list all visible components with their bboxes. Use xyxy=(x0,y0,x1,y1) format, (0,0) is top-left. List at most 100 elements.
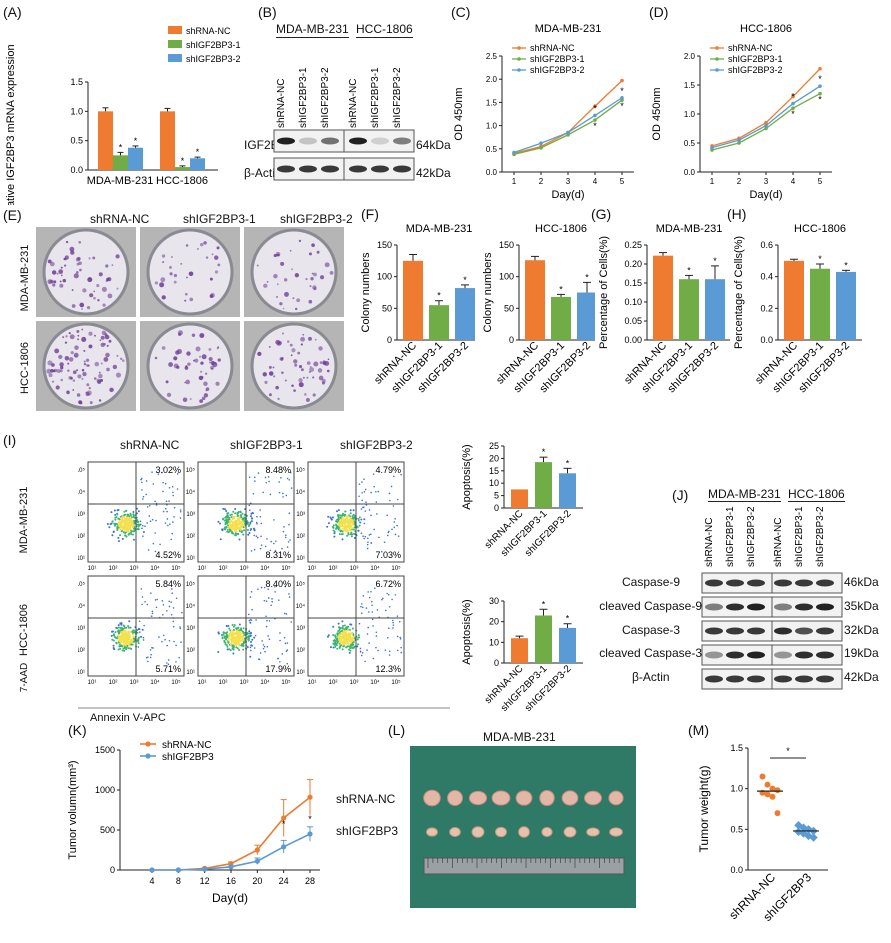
colony xyxy=(68,332,71,335)
flow-event xyxy=(132,629,135,632)
flow-event xyxy=(396,615,399,617)
flow-event xyxy=(254,634,257,637)
flow-event xyxy=(229,643,232,646)
y-tick-label: 2.5 xyxy=(486,52,498,61)
flow-event xyxy=(140,588,143,590)
flow-event xyxy=(337,622,340,625)
colony xyxy=(82,371,87,377)
flow-event xyxy=(234,532,237,535)
flow-event xyxy=(247,524,250,527)
flow-event xyxy=(371,611,374,613)
colony xyxy=(72,379,76,382)
flow-event xyxy=(224,528,227,531)
flow-event xyxy=(274,591,276,593)
flow-event xyxy=(126,637,129,640)
colony xyxy=(54,348,60,354)
flow-event xyxy=(359,521,362,524)
y-tick-label: 0.0 xyxy=(70,165,83,175)
flow-event xyxy=(239,511,242,514)
colony xyxy=(200,361,204,365)
colony xyxy=(308,336,312,341)
significance-star: * xyxy=(463,275,467,285)
flow-event xyxy=(341,538,344,541)
flow-event xyxy=(362,595,365,597)
blot-band xyxy=(393,137,411,145)
colony xyxy=(60,274,63,277)
y-decade-label: 10⁴ xyxy=(296,603,306,610)
flow-event xyxy=(127,632,130,635)
flow-event xyxy=(388,654,391,656)
flow-event xyxy=(229,649,232,652)
flow-event xyxy=(246,520,249,523)
colony xyxy=(191,333,196,337)
flow-col-label-nc: shRNA-NC xyxy=(120,438,180,452)
flow-event xyxy=(342,629,345,632)
flow-event xyxy=(163,634,165,637)
colony xyxy=(86,383,90,387)
flow-event xyxy=(173,640,175,643)
flow-event xyxy=(366,649,368,651)
flow-event xyxy=(246,529,249,532)
bar xyxy=(160,111,175,170)
colony xyxy=(53,368,58,373)
flow-event xyxy=(257,472,260,474)
bar xyxy=(535,615,552,663)
flow-event xyxy=(339,641,342,644)
flow-event xyxy=(232,648,235,651)
colony xyxy=(98,272,103,277)
colony xyxy=(87,364,90,367)
y-tick-label: 1.5 xyxy=(730,743,743,753)
data-point xyxy=(769,785,776,792)
blot-band xyxy=(349,137,367,145)
colony xyxy=(199,399,203,403)
flow-event xyxy=(121,638,124,641)
culture-dish xyxy=(146,322,234,410)
flow-event xyxy=(397,535,400,537)
flow-event xyxy=(282,530,285,533)
quadrant-lower-right: 8.31% xyxy=(265,550,291,560)
flow-event xyxy=(242,639,245,642)
flow-event xyxy=(127,626,130,629)
x-decade-label: 10⁴ xyxy=(260,679,270,686)
significance-star: * xyxy=(542,447,546,457)
flow-event xyxy=(143,624,145,627)
flow-event xyxy=(338,522,341,525)
flow-event xyxy=(335,520,338,523)
flow-event xyxy=(117,540,120,543)
flow-event xyxy=(224,643,227,646)
flow-event xyxy=(223,526,226,529)
flow-event xyxy=(161,600,164,602)
flow-event xyxy=(267,476,270,478)
colony xyxy=(312,285,317,290)
y-tick-label: 1.5 xyxy=(684,81,696,90)
x-decade-label: 10² xyxy=(219,566,228,572)
significance-star: * xyxy=(844,260,848,270)
x-tick-label: 1 xyxy=(710,177,715,186)
y-axis-title: OD 450nm xyxy=(651,87,663,140)
flow-event xyxy=(223,639,226,642)
x-decade-label: 10¹ xyxy=(198,680,207,686)
colony xyxy=(47,279,53,285)
panel-label-c: (C) xyxy=(451,4,471,20)
flow-event xyxy=(249,632,252,635)
legend-label: shIGF2BP3 xyxy=(162,752,214,763)
flow-event xyxy=(126,639,129,642)
flow-event xyxy=(394,518,396,520)
y-tick-label: 0.05 xyxy=(624,316,642,326)
colony xyxy=(203,393,209,398)
colony xyxy=(170,256,173,258)
flow-event xyxy=(338,514,341,517)
colony xyxy=(56,272,59,275)
flow-event xyxy=(146,603,149,606)
flow-event xyxy=(151,518,154,521)
lane-label: shRNA-NC xyxy=(348,79,359,128)
colony xyxy=(173,356,178,361)
colony xyxy=(275,251,281,257)
flow-event xyxy=(373,485,375,488)
colony xyxy=(169,265,172,269)
colony xyxy=(199,242,204,247)
x-decade-label: 10¹ xyxy=(88,566,97,572)
flow-event xyxy=(283,612,286,615)
flow-event xyxy=(128,634,131,637)
colony xyxy=(64,341,68,344)
